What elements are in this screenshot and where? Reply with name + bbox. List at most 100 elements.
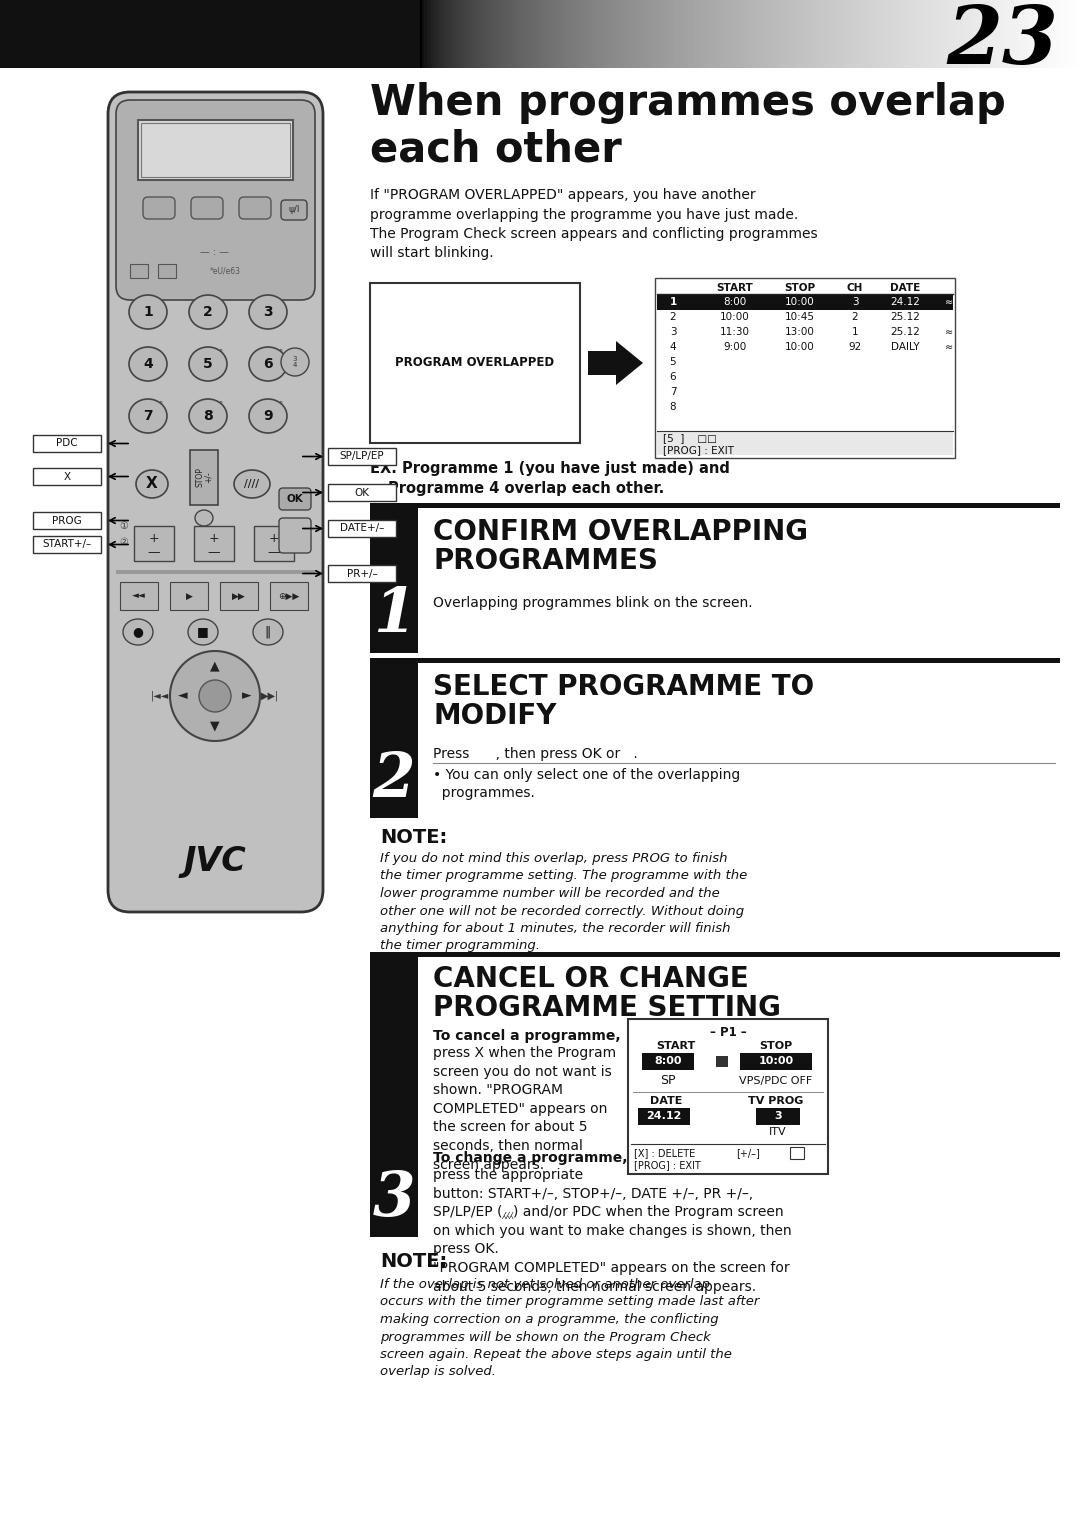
Bar xyxy=(819,0,822,69)
Bar xyxy=(510,0,513,69)
Bar xyxy=(616,0,619,69)
Bar xyxy=(732,0,735,69)
Text: press the appropriate
button: START+/–, STOP+/–, DATE +/–, PR +/–,
SP/LP/EP (⁁⁁⁁: press the appropriate button: START+/–, … xyxy=(433,1167,792,1294)
Text: —: — xyxy=(268,546,280,560)
Ellipse shape xyxy=(189,398,227,433)
Text: 24.12: 24.12 xyxy=(890,298,920,307)
Bar xyxy=(422,0,426,69)
Text: 3: 3 xyxy=(852,298,859,307)
Bar xyxy=(978,0,982,69)
Bar xyxy=(842,0,846,69)
Bar xyxy=(684,0,687,69)
Text: 1: 1 xyxy=(373,584,415,645)
Text: °: ° xyxy=(278,349,282,359)
Bar xyxy=(726,0,729,69)
Bar xyxy=(904,0,907,69)
Bar xyxy=(715,0,718,69)
Text: °: ° xyxy=(218,349,222,359)
Text: 2: 2 xyxy=(203,305,213,319)
Bar xyxy=(501,0,504,69)
Ellipse shape xyxy=(129,398,167,433)
Bar xyxy=(554,0,557,69)
Text: DATE+/–: DATE+/– xyxy=(340,523,384,534)
Bar xyxy=(868,0,872,69)
Bar xyxy=(631,0,634,69)
Text: 11:30: 11:30 xyxy=(720,327,750,337)
Bar xyxy=(657,295,953,310)
Ellipse shape xyxy=(129,346,167,382)
Bar xyxy=(592,0,595,69)
Bar xyxy=(785,0,788,69)
Text: ▶: ▶ xyxy=(186,592,192,601)
Bar xyxy=(885,0,888,69)
Text: [PROG] : EXIT: [PROG] : EXIT xyxy=(663,446,734,455)
Bar xyxy=(1036,0,1039,69)
Text: +: + xyxy=(269,531,280,545)
Bar xyxy=(985,0,988,69)
Bar xyxy=(679,0,683,69)
Bar xyxy=(928,0,931,69)
Text: 7: 7 xyxy=(144,409,152,423)
Bar xyxy=(747,0,751,69)
Bar xyxy=(957,0,960,69)
Bar xyxy=(598,0,602,69)
Bar xyxy=(935,0,939,69)
Text: PDC: PDC xyxy=(56,438,78,449)
Bar xyxy=(719,0,723,69)
Bar xyxy=(987,0,990,69)
Bar xyxy=(328,520,396,537)
Bar xyxy=(482,0,485,69)
Bar xyxy=(497,0,500,69)
FancyBboxPatch shape xyxy=(191,197,222,220)
Text: [5  ]    □□: [5 ] □□ xyxy=(663,433,717,443)
Bar xyxy=(926,0,929,69)
Bar xyxy=(1038,0,1041,69)
Circle shape xyxy=(170,652,260,742)
Bar xyxy=(453,0,456,69)
Text: To change a programme,: To change a programme, xyxy=(433,1151,627,1164)
Bar xyxy=(622,0,625,69)
Text: START: START xyxy=(717,282,754,293)
Text: 1: 1 xyxy=(144,305,153,319)
Text: —: — xyxy=(148,546,160,560)
Bar xyxy=(917,0,920,69)
Bar xyxy=(700,0,703,69)
Text: JVC: JVC xyxy=(184,845,246,879)
Text: °: ° xyxy=(158,401,162,410)
Bar xyxy=(563,0,566,69)
Bar xyxy=(829,0,833,69)
Text: ■: ■ xyxy=(198,626,208,638)
Text: —: — xyxy=(207,546,220,560)
Bar xyxy=(647,0,650,69)
Bar xyxy=(543,0,546,69)
Bar xyxy=(838,0,841,69)
Text: SELECT PROGRAMME TO
MODIFY: SELECT PROGRAMME TO MODIFY xyxy=(433,673,814,729)
Text: press X when the Program
screen you do not want is
shown. "PROGRAM
COMPLETED" ap: press X when the Program screen you do n… xyxy=(433,1045,616,1172)
Text: 6: 6 xyxy=(264,357,273,371)
Bar xyxy=(847,0,850,69)
Bar xyxy=(781,0,784,69)
Text: 10:00: 10:00 xyxy=(785,298,815,307)
Bar xyxy=(567,0,570,69)
Bar xyxy=(827,0,831,69)
Bar xyxy=(1018,0,1022,69)
Bar xyxy=(766,0,769,69)
Bar xyxy=(1029,0,1032,69)
Bar xyxy=(836,0,839,69)
Bar xyxy=(1076,0,1079,69)
Bar xyxy=(444,0,447,69)
Bar xyxy=(480,0,483,69)
Text: 8: 8 xyxy=(203,409,213,423)
Bar xyxy=(620,0,623,69)
Ellipse shape xyxy=(189,295,227,330)
Text: ≈: ≈ xyxy=(945,327,953,337)
Text: 7: 7 xyxy=(670,388,676,397)
FancyBboxPatch shape xyxy=(279,517,311,552)
Text: 2: 2 xyxy=(373,749,415,810)
Text: 3: 3 xyxy=(670,327,676,337)
Ellipse shape xyxy=(188,620,218,645)
Bar xyxy=(535,0,538,69)
Bar xyxy=(328,565,396,581)
Bar xyxy=(477,0,481,69)
Bar xyxy=(370,504,1059,508)
